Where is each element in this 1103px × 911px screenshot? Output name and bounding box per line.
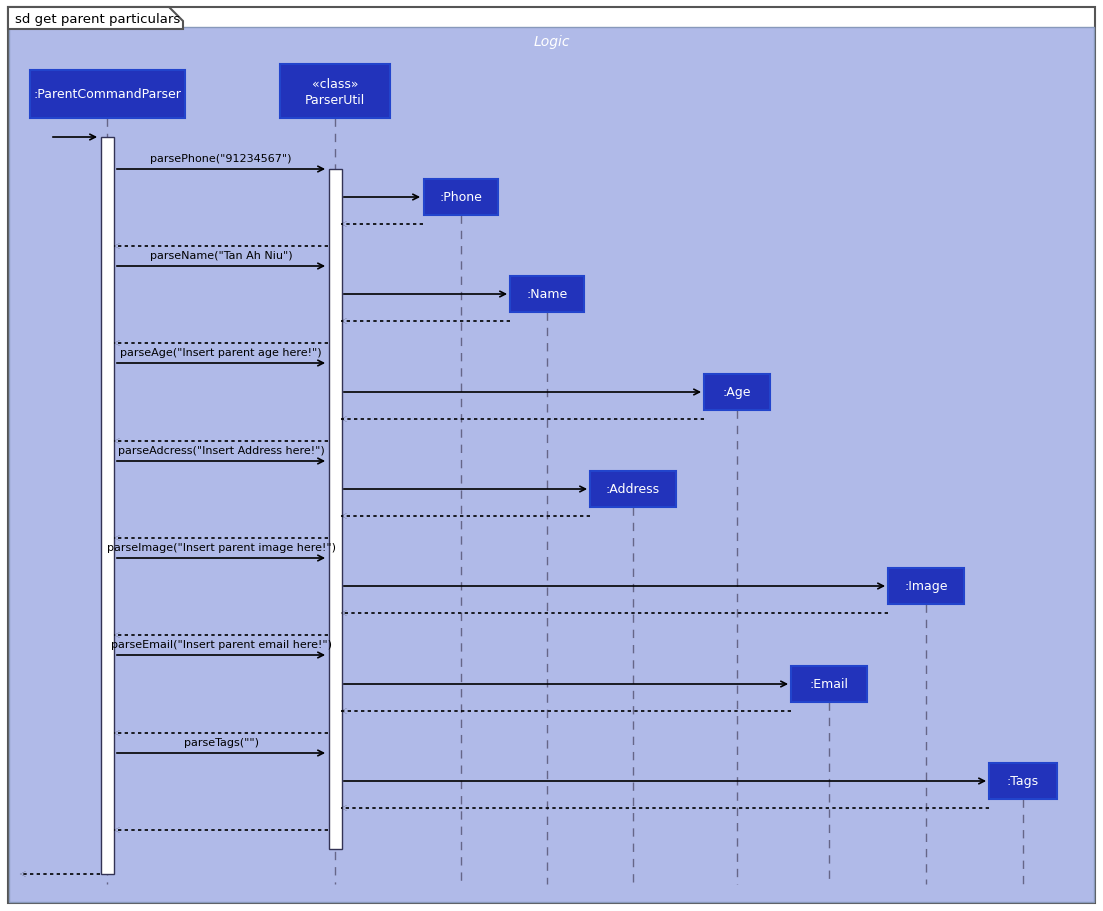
Text: :Phone: :Phone (440, 191, 482, 204)
Text: parseEmail("Insert parent email here!"): parseEmail("Insert parent email here!") (110, 640, 332, 650)
Text: :Address: :Address (606, 483, 660, 496)
Text: sd get parent particulars: sd get parent particulars (15, 14, 180, 26)
Polygon shape (8, 8, 183, 30)
FancyBboxPatch shape (791, 666, 867, 702)
Text: :Name: :Name (526, 288, 568, 302)
Bar (100, 138, 114, 874)
Text: parseAdcress("Insert Address here!"): parseAdcress("Insert Address here!") (118, 445, 324, 456)
Text: parseTags(""): parseTags("") (183, 737, 258, 747)
Text: :ParentCommandParser: :ParentCommandParser (33, 88, 181, 101)
FancyBboxPatch shape (510, 277, 583, 312)
Text: :Tags: :Tags (1007, 774, 1039, 788)
Text: parsePhone("91234567"): parsePhone("91234567") (150, 154, 292, 164)
FancyBboxPatch shape (888, 568, 964, 604)
FancyBboxPatch shape (989, 763, 1057, 799)
Text: «class»
ParserUtil: «class» ParserUtil (304, 77, 365, 107)
FancyBboxPatch shape (280, 65, 390, 118)
Bar (329, 169, 342, 849)
FancyBboxPatch shape (590, 472, 676, 507)
Text: :Image: :Image (904, 580, 947, 593)
FancyBboxPatch shape (424, 179, 497, 216)
Text: parseName("Tan Ah Niu"): parseName("Tan Ah Niu") (150, 251, 292, 261)
Text: :Age: :Age (722, 386, 751, 399)
Text: parseImage("Insert parent image here!"): parseImage("Insert parent image here!") (107, 542, 335, 552)
FancyBboxPatch shape (704, 374, 770, 411)
Text: :Email: :Email (810, 678, 848, 691)
FancyBboxPatch shape (30, 71, 184, 118)
Text: parseAge("Insert parent age here!"): parseAge("Insert parent age here!") (120, 348, 322, 358)
Text: Logic: Logic (533, 35, 570, 49)
